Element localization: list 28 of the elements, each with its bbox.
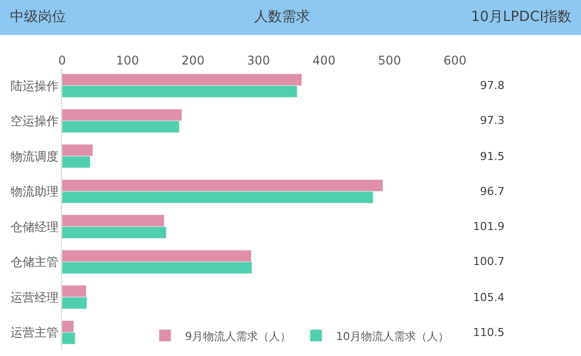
- y-tick-label: 仓储经理: [10, 220, 59, 234]
- x-tick-label: 400: [312, 54, 336, 68]
- x-tick-label: 600: [444, 54, 466, 68]
- text: 105.4: [473, 291, 504, 304]
- text: 97.8: [480, 79, 504, 92]
- y-tick-label: 陆运操作: [10, 78, 59, 93]
- y-tick-label: 物流调度: [10, 149, 59, 164]
- legend-label: 10月物流人需求（人）: [336, 330, 449, 343]
- text: 97.3: [480, 114, 504, 127]
- x-tick-label: 0: [58, 54, 66, 68]
- text: 110.5: [473, 326, 504, 339]
- text: 10月LPDCI指数: [471, 9, 572, 25]
- text: 101.9: [473, 220, 504, 233]
- y-tick-label: 仓储主管: [10, 255, 59, 270]
- x-tick-label: 500: [378, 54, 401, 68]
- text: 100.7: [473, 255, 504, 268]
- legend-label: 9月物流人需求（人）: [185, 330, 291, 343]
- x-tick-label: 300: [247, 54, 270, 68]
- y-tick-label: 空运操作: [10, 114, 59, 128]
- text: 91.5: [480, 150, 504, 163]
- y-tick-label: 运营经理: [10, 290, 59, 304]
- x-tick-label: 100: [116, 54, 139, 68]
- x-axis-title: 人数需求: [254, 9, 310, 25]
- y-tick-label: 运营主管: [10, 326, 59, 340]
- text: 96.7: [480, 185, 504, 198]
- y-axis-title: 中级岗位: [10, 9, 66, 25]
- y-tick-label: 物流助理: [10, 184, 59, 199]
- x-tick-label: 200: [182, 54, 204, 68]
